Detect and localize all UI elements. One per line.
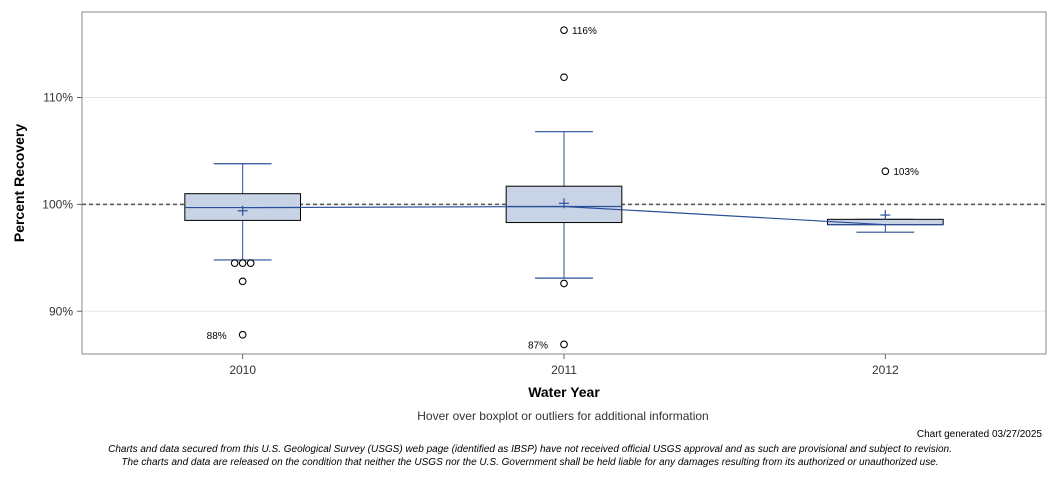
outlier-point[interactable] [560,26,568,35]
y-axis-title: Percent Recovery [11,124,27,243]
outlier-point[interactable] [246,259,255,268]
outlier-point[interactable] [560,73,568,82]
boxplot-chart: 90%100%110% 2010 2011 2012 88%116%87%103% … [11,11,1047,400]
outlier-point[interactable] [881,167,890,176]
median-connect-line [242,205,886,226]
y-axis: 90% 100% 110% [42,91,82,318]
outlier-label: 103% [893,167,919,178]
box-2012[interactable] [826,210,944,233]
chart-generated-date: Chart generated 03/27/2025 [916,429,1042,440]
disclaimer-line-2: The charts and data are released on the … [121,457,939,468]
outlier-point[interactable] [238,259,247,268]
y-tick-label: 100% [42,197,73,211]
hover-hint: Hover over boxplot or outliers for addit… [417,409,709,423]
outliers: 88% 116% 87% 103% [207,26,919,351]
y-tick-label: 90% [49,304,73,318]
outlier-point[interactable] [560,340,568,349]
x-tick-label: 2011 [551,363,577,377]
outlier-label: 87% [528,340,548,351]
box-2010[interactable] [184,163,302,261]
disclaimer-line-1: Charts and data secured from this U.S. G… [108,444,952,455]
outlier-point[interactable] [238,277,247,286]
y-tick-label: 110% [43,91,73,105]
outlier-label: 88% [207,331,227,342]
outlier-point[interactable] [230,259,239,268]
outlier-point[interactable] [560,279,568,288]
x-axis-title: Water Year [528,384,600,400]
box-2011[interactable] [505,131,623,279]
outlier-point[interactable] [238,330,247,339]
x-tick-label: 2010 [229,363,256,377]
x-axis: 2010 2011 2012 [229,354,899,377]
boxes [184,131,944,279]
outlier-label: 116% [572,26,597,37]
x-tick-label: 2012 [872,363,899,377]
